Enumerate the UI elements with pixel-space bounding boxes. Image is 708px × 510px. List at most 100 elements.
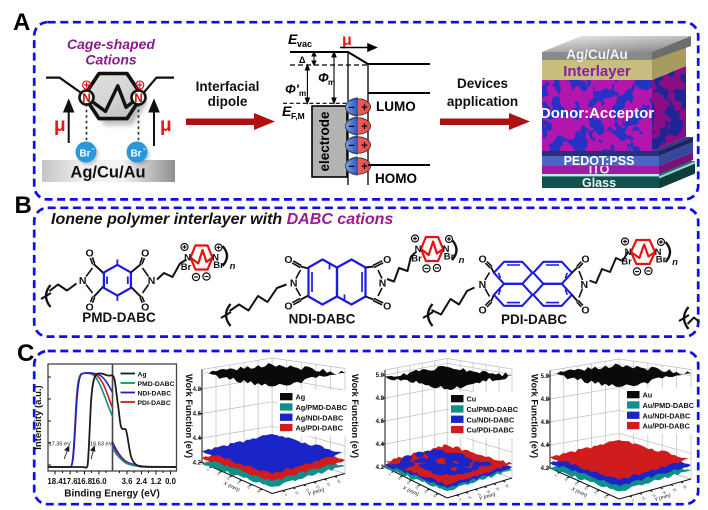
svg-text:m: m [328, 78, 335, 87]
svg-text:30: 30 [256, 489, 262, 495]
svg-text:Work Function (eV): Work Function (eV) [350, 374, 360, 458]
svg-text:10: 10 [641, 496, 647, 502]
svg-text:25: 25 [495, 486, 501, 492]
svg-text:Br: Br [444, 252, 455, 263]
svg-text:Work Function (eV): Work Function (eV) [184, 374, 194, 458]
svg-text:O: O [86, 302, 94, 314]
svg-text:5: 5 [206, 468, 210, 472]
svg-text:30: 30 [504, 483, 510, 489]
svg-text:0.0: 0.0 [165, 477, 177, 486]
svg-text:1.2: 1.2 [151, 477, 163, 486]
svg-text:O: O [284, 254, 292, 266]
svg-text:O: O [383, 254, 391, 266]
svg-text:Y (mm): Y (mm) [654, 493, 672, 504]
svg-text:17.6: 17.6 [62, 477, 78, 486]
svg-text:10: 10 [397, 476, 403, 482]
svg-text:Br: Br [656, 255, 667, 266]
svg-text:N: N [212, 253, 219, 264]
svg-text:Cations: Cations [85, 52, 137, 68]
svg-text:N: N [148, 275, 156, 287]
svg-text:vac: vac [297, 39, 312, 49]
svg-text:5.0: 5.0 [376, 373, 385, 379]
svg-text:20: 20 [583, 485, 589, 491]
svg-text:N: N [379, 278, 387, 290]
svg-text:+: + [361, 121, 367, 133]
svg-text:5: 5 [458, 497, 462, 501]
svg-text:O: O [284, 301, 292, 313]
svg-text:4.8: 4.8 [193, 387, 202, 393]
svg-text:N: N [184, 253, 191, 264]
svg-text:25: 25 [672, 487, 678, 493]
svg-text:Au: Au [643, 391, 653, 400]
svg-text:20: 20 [485, 489, 491, 495]
svg-text:5.0: 5.0 [541, 374, 550, 380]
svg-text:15: 15 [651, 493, 657, 499]
svg-text:n: n [459, 255, 465, 266]
svg-text:-: - [92, 144, 95, 153]
svg-text:4.2: 4.2 [541, 466, 550, 472]
svg-text:30: 30 [336, 479, 342, 485]
svg-text:15: 15 [226, 475, 232, 481]
svg-text:O: O [581, 304, 589, 316]
svg-text:NDI-DABC: NDI-DABC [138, 391, 172, 398]
svg-text:Br: Br [411, 254, 422, 265]
svg-text:4.4: 4.4 [541, 443, 550, 449]
svg-text:10: 10 [564, 477, 570, 483]
svg-text:N: N [82, 93, 90, 105]
svg-text:F,M: F,M [291, 111, 305, 121]
svg-text:Work Function (eV): Work Function (eV) [530, 374, 540, 458]
svg-text:LUMO: LUMO [376, 99, 416, 114]
svg-text:30: 30 [432, 493, 438, 499]
svg-text:O: O [383, 301, 391, 313]
svg-text:4.4: 4.4 [193, 436, 202, 442]
svg-text:5: 5 [554, 473, 558, 477]
svg-text:Ag/PDI-DABC: Ag/PDI-DABC [296, 424, 344, 433]
svg-text:μ: μ [342, 32, 352, 49]
svg-text:PMD-DABC: PMD-DABC [82, 310, 156, 325]
svg-text:Br: Br [181, 262, 192, 273]
svg-text:Y (mm): Y (mm) [307, 487, 325, 498]
svg-text:30: 30 [682, 484, 688, 490]
svg-text:NDI-DABC: NDI-DABC [289, 312, 356, 327]
svg-text:4.6: 4.6 [541, 420, 550, 426]
svg-text:−: − [348, 102, 354, 114]
svg-text:O: O [141, 302, 149, 314]
svg-text:16.63 eV: 16.63 eV [90, 442, 113, 448]
svg-text:4.2: 4.2 [193, 461, 202, 467]
svg-text:15: 15 [406, 480, 412, 486]
svg-text:Donor:Acceptor: Donor:Acceptor [540, 105, 654, 122]
svg-text:PEDOT:PSS: PEDOT:PSS [564, 154, 635, 168]
svg-text:Cu: Cu [467, 395, 477, 404]
svg-text:Δ: Δ [299, 55, 306, 65]
svg-text:−: − [348, 161, 354, 173]
svg-text:20: 20 [315, 484, 321, 490]
svg-text:15: 15 [476, 492, 482, 498]
svg-text:4.6: 4.6 [193, 412, 202, 418]
svg-text:N: N [134, 93, 142, 105]
svg-text:PMD-DABC: PMD-DABC [138, 381, 175, 388]
svg-text:4.4: 4.4 [376, 442, 385, 448]
svg-text:25: 25 [593, 490, 599, 496]
svg-text:O: O [581, 253, 589, 265]
svg-text:O: O [479, 304, 487, 316]
svg-text:Au/NDI-DABC: Au/NDI-DABC [643, 411, 692, 420]
svg-text:m: m [299, 89, 306, 98]
svg-text:N: N [581, 279, 589, 291]
svg-text:Cu/PMD-DABC: Cu/PMD-DABC [467, 405, 519, 414]
svg-text:n: n [230, 261, 236, 272]
svg-text:16.0: 16.0 [91, 477, 107, 486]
svg-text:Br: Br [213, 260, 224, 271]
svg-text:PDI-DABC: PDI-DABC [501, 312, 567, 327]
svg-text:20: 20 [661, 490, 667, 496]
svg-text:O: O [141, 248, 149, 260]
svg-text:Cage-shaped: Cage-shaped [67, 36, 155, 52]
svg-text:n: n [672, 257, 678, 268]
svg-text:17.35 eV: 17.35 eV [49, 442, 72, 448]
svg-text:30: 30 [603, 494, 609, 500]
svg-text:15: 15 [573, 481, 579, 487]
svg-text:μ: μ [160, 115, 172, 136]
svg-text:Glass: Glass [582, 176, 616, 188]
svg-text:N: N [79, 275, 87, 287]
svg-text:5: 5 [631, 498, 635, 502]
svg-text:3.6: 3.6 [122, 477, 134, 486]
